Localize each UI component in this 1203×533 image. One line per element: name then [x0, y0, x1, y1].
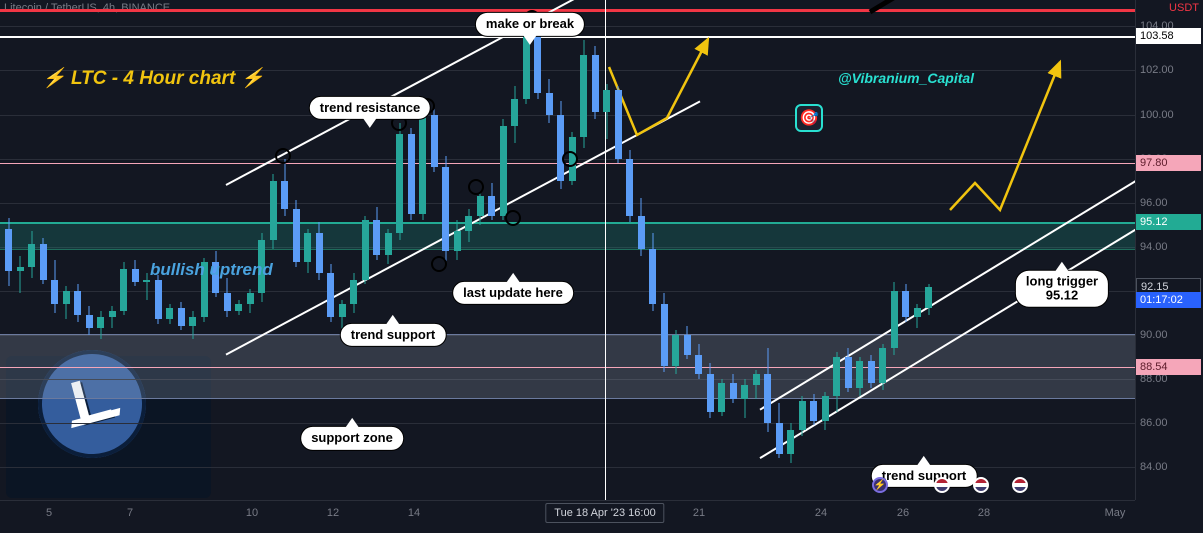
price-zone [0, 222, 1135, 250]
price-label[interactable]: 88.54 [1136, 359, 1201, 375]
callout-label[interactable]: make or break [475, 12, 585, 36]
callout-label[interactable]: last update here [452, 281, 574, 305]
chart-title: ⚡ LTC - 4 Hour chart ⚡ [42, 66, 264, 90]
time-tick: May [1105, 507, 1126, 519]
callout-label[interactable]: support zone [300, 426, 404, 450]
time-tick: 28 [978, 507, 990, 519]
econ-event-icon[interactable] [934, 477, 950, 493]
price-tick: 100.00 [1140, 109, 1174, 121]
price-tick: 84.00 [1140, 461, 1168, 473]
callout-label[interactable]: trend support [340, 323, 447, 347]
time-tick: 5 [46, 507, 52, 519]
touch-circle-icon [505, 210, 521, 226]
crosshair-vertical [605, 0, 606, 500]
horizontal-line[interactable] [0, 222, 1135, 224]
touch-circle-icon [431, 256, 447, 272]
price-tick: 96.00 [1140, 197, 1168, 209]
author-watermark: @Vibranium_Capital [838, 70, 974, 86]
gridline [0, 423, 1135, 424]
callout-label[interactable]: long trigger95.12 [1015, 269, 1109, 308]
price-label[interactable]: 95.12 [1136, 214, 1201, 230]
time-tick: 26 [897, 507, 909, 519]
econ-event-icon[interactable] [973, 477, 989, 493]
horizontal-line[interactable] [0, 367, 1135, 369]
callout-label[interactable]: trend resistance [309, 96, 431, 120]
time-tooltip: Tue 18 Apr '23 16:00 [545, 503, 664, 523]
touch-circle-icon [275, 148, 291, 164]
price-tick: 90.00 [1140, 329, 1168, 341]
time-tick: 21 [693, 507, 705, 519]
price-tick: 86.00 [1140, 417, 1168, 429]
time-tick: 24 [815, 507, 827, 519]
gridline [0, 203, 1135, 204]
countdown-label: 01:17:02 [1136, 292, 1201, 308]
time-tick: 14 [408, 507, 420, 519]
time-axis[interactable]: 571012141821242628MayTue 18 Apr '23 16:0… [0, 500, 1135, 533]
gridline [0, 115, 1135, 116]
price-label[interactable]: 103.58 [1136, 28, 1201, 44]
time-tick: 12 [327, 507, 339, 519]
chart-area[interactable]: Litecoin / TetherUS, 4h, BINANCE L make … [0, 0, 1135, 500]
time-tick: 7 [127, 507, 133, 519]
price-label[interactable]: 97.80 [1136, 155, 1201, 171]
chart-subtitle: bullish uptrend [150, 260, 273, 280]
touch-circle-icon [562, 151, 578, 167]
time-tick: 10 [246, 507, 258, 519]
price-tick: 102.00 [1140, 64, 1174, 76]
econ-event-icon[interactable] [1012, 477, 1028, 493]
price-tick: 94.00 [1140, 241, 1168, 253]
earnings-icon[interactable]: ⚡ [872, 477, 888, 493]
touch-circle-icon [468, 179, 484, 195]
price-axis[interactable]: USDT 84.0086.0088.0090.0092.0094.0096.00… [1135, 0, 1203, 500]
quote-label: USDT [1169, 2, 1199, 14]
target-icon: 🎯 [795, 104, 823, 132]
